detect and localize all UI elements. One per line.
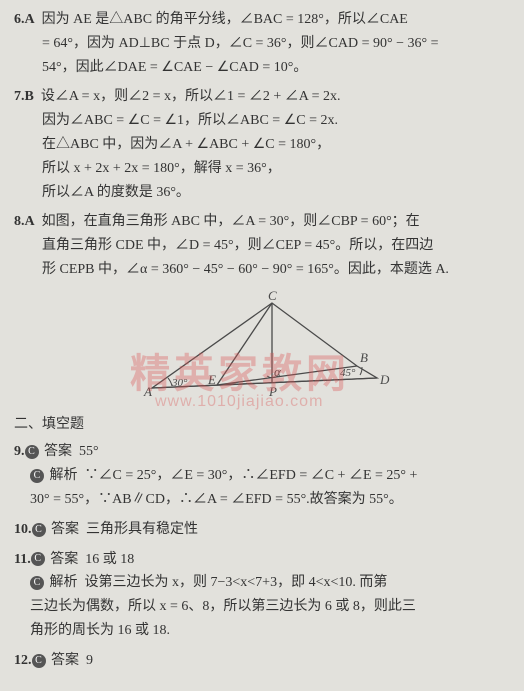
q11-av: 16 或 18 xyxy=(85,552,134,567)
q7-l4: 所以 x + 2x + 2x = 180°，解得 x = 36°， xyxy=(14,157,510,181)
q9-xl1: ∵∠C = 25°，∠E = 30°，∴∠EFD = ∠C + ∠E = 25°… xyxy=(85,468,418,483)
q7-l1: 设∠A = x，则∠2 = x，所以∠1 = ∠2 + ∠A = 2x. xyxy=(41,89,341,104)
q9-xl2: 30° = 55°，∵AB∥CD，∴∠A = ∠EFD = 55°.故答案为 5… xyxy=(14,488,510,512)
lbl-C: C xyxy=(268,288,277,303)
q12-num: 12. xyxy=(14,653,32,668)
lbl-B: B xyxy=(360,350,368,365)
q6: 6.A 因为 AE 是△ABC 的角平分线，∠BAC = 128°，所以∠CAE… xyxy=(14,8,510,79)
q12-av: 9 xyxy=(86,653,93,668)
q12: 12.C 答案 9 xyxy=(14,649,510,673)
q11-xl2: 三边长为偶数，所以 x = 6、8，所以第三边长为 6 或 8，则此三 xyxy=(14,595,510,619)
q10-av: 三角形具有稳定性 xyxy=(86,522,198,537)
q11: 11.C 答案 16 或 18 C 解析 设第三边长为 x，则 7−3<x<7+… xyxy=(14,548,510,643)
q11-a: 答案 xyxy=(50,552,78,567)
watermark-url: www.1010jiajiao.com xyxy=(155,388,323,415)
c-icon: C xyxy=(25,445,39,459)
c-icon: C xyxy=(31,552,45,566)
c-icon: C xyxy=(30,576,44,590)
lbl-30: 30° xyxy=(171,377,188,389)
q9: 9.C 答案 55° C 解析 ∵∠C = 25°，∠E = 30°，∴∠EFD… xyxy=(14,440,510,511)
q6-l2: = 64°，因为 AD⊥BC 于点 D，∠C = 36°，则∠CAD = 90°… xyxy=(14,32,510,56)
q8: 8.A 如图，在直角三角形 ABC 中，∠A = 30°，则∠CBP = 60°… xyxy=(14,210,510,281)
q7-l5: 所以∠A 的度数是 36°。 xyxy=(14,181,510,205)
q9-a: 答案 xyxy=(44,444,72,459)
q12-a: 答案 xyxy=(51,653,79,668)
lbl-alpha: α xyxy=(274,364,282,379)
q7-num: 7.B xyxy=(14,89,34,104)
q10-num: 10. xyxy=(14,522,32,537)
q9-num: 9. xyxy=(14,444,25,459)
c-icon: C xyxy=(32,654,46,668)
q7-l2: 因为∠ABC = ∠C = ∠1，所以∠ABC = ∠C = 2x. xyxy=(14,109,510,133)
q9-av: 55° xyxy=(79,444,99,459)
q11-num: 11. xyxy=(14,552,31,567)
q10: 10.C 答案 三角形具有稳定性 xyxy=(14,518,510,542)
q8-l2: 直角三角形 CDE 中，∠D = 45°，则∠CEP = 45°。所以，在四边 xyxy=(14,234,510,258)
lbl-D: D xyxy=(379,372,390,387)
q6-l3: 54°，因此∠DAE = ∠CAE − ∠CAD = 10°。 xyxy=(14,56,510,80)
q8-num: 8.A xyxy=(14,214,35,229)
q11-xl1: 设第三边长为 x，则 7−3<x<7+3，即 4<x<10. 而第 xyxy=(85,575,388,590)
section2: 二、填空题 xyxy=(14,413,510,437)
lbl-E: E xyxy=(207,372,216,387)
q6-num: 6.A xyxy=(14,12,35,27)
q6-l1: 因为 AE 是△ABC 的角平分线，∠BAC = 128°，所以∠CAE xyxy=(42,12,408,27)
c-icon: C xyxy=(30,469,44,483)
q11-xl3: 角形的周长为 16 或 18. xyxy=(14,619,510,643)
q9-x: 解析 xyxy=(50,468,78,483)
q7: 7.B 设∠A = x，则∠2 = x，所以∠1 = ∠2 + ∠A = 2x.… xyxy=(14,85,510,204)
q10-a: 答案 xyxy=(51,522,79,537)
lbl-45: 45° xyxy=(340,367,356,379)
q8-l1: 如图，在直角三角形 ABC 中，∠A = 30°，则∠CBP = 60°；在 xyxy=(42,214,420,229)
c-icon: C xyxy=(32,523,46,537)
q8-l3: 形 CEPB 中，∠α = 360° − 45° − 60° − 90° = 1… xyxy=(14,258,510,282)
q11-x: 解析 xyxy=(50,575,78,590)
q7-l3: 在△ABC 中，因为∠A + ∠ABC + ∠C = 180°， xyxy=(14,133,510,157)
lbl-A: A xyxy=(143,384,152,398)
